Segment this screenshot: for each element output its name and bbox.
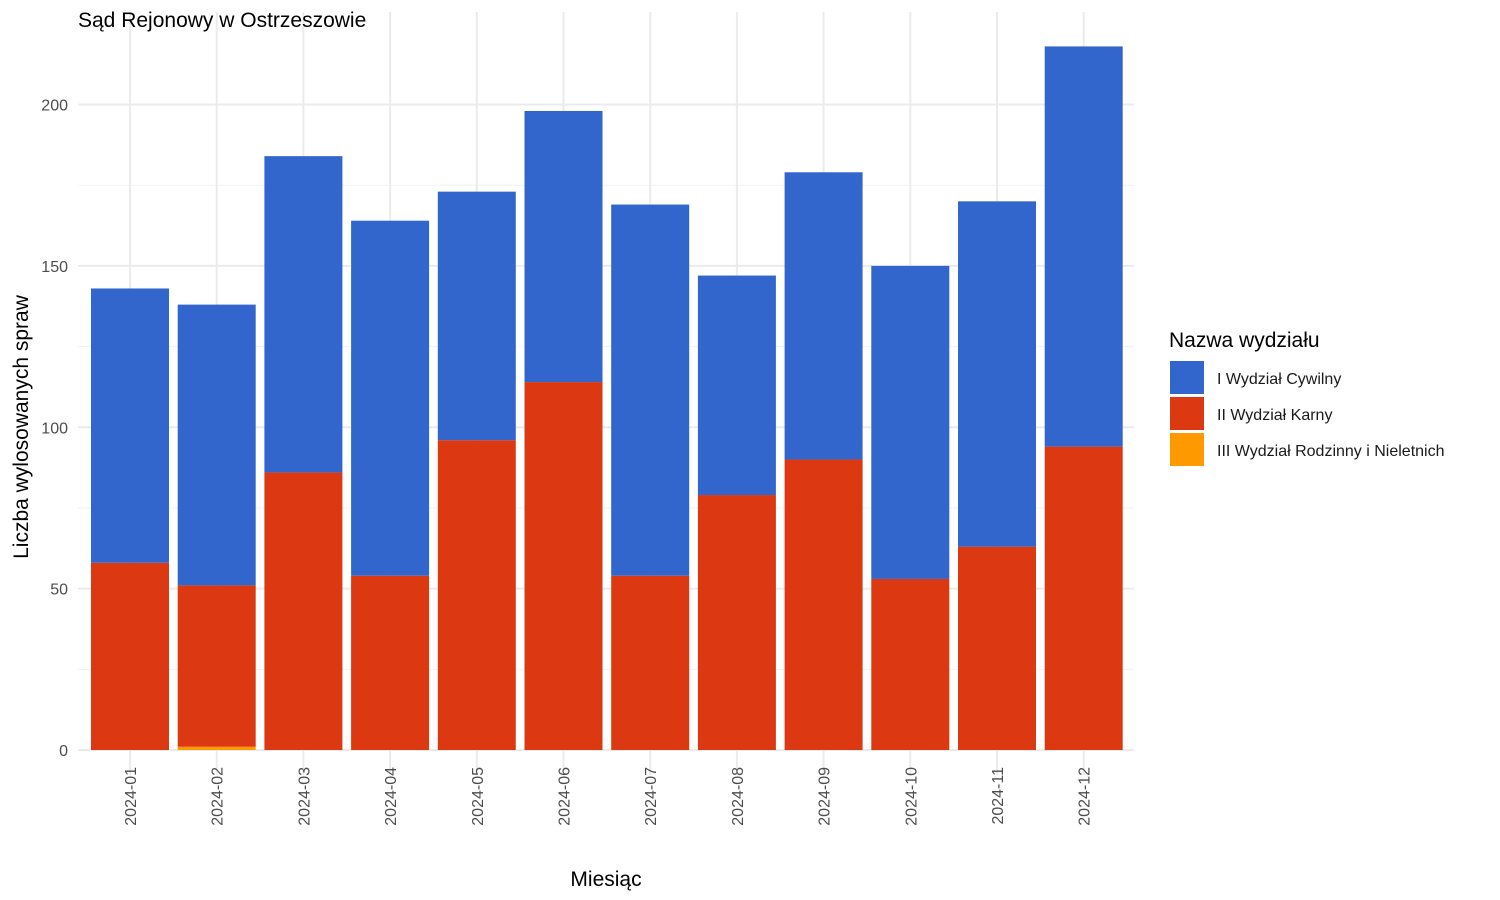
y-tick-label: 50 bbox=[50, 582, 68, 599]
x-axis-title: Miesiąc bbox=[570, 868, 641, 891]
y-tick-label: 200 bbox=[41, 98, 68, 115]
y-tick-label: 100 bbox=[41, 420, 68, 437]
bar-segment bbox=[871, 578, 950, 750]
bar-segment bbox=[437, 191, 516, 441]
x-tick-label: 2024-07 bbox=[643, 767, 660, 826]
bar-segment bbox=[697, 275, 776, 496]
bar-segment bbox=[784, 459, 863, 750]
bar-segment bbox=[177, 746, 256, 750]
legend-swatch bbox=[1170, 361, 1204, 394]
x-tick-label: 2024-11 bbox=[990, 767, 1007, 825]
x-tick-label: 2024-09 bbox=[817, 767, 834, 826]
legend-swatch bbox=[1170, 397, 1204, 430]
x-tick-label: 2024-08 bbox=[730, 767, 747, 826]
x-tick-label: 2024-03 bbox=[296, 767, 313, 826]
legend-swatch bbox=[1170, 433, 1204, 466]
bar-segment bbox=[177, 585, 256, 747]
bar-segment bbox=[611, 575, 690, 750]
x-tick-label: 2024-10 bbox=[903, 767, 920, 826]
chart-title: Sąd Rejonowy w Ostrzeszowie bbox=[78, 9, 366, 32]
x-axis-ticks: 2024-01 2024-02 2024-03 2024-04 2024-05 2024-… bbox=[123, 767, 1094, 826]
x-tick-label: 2024-05 bbox=[470, 767, 487, 826]
bar-segment bbox=[524, 382, 603, 750]
bar-segment bbox=[177, 304, 256, 586]
x-tick-label: 2024-06 bbox=[557, 767, 574, 826]
bar-segment bbox=[697, 495, 776, 750]
bar-segment bbox=[91, 288, 169, 563]
legend-title: Nazwa wydziału bbox=[1169, 329, 1320, 352]
y-axis-ticks: 0 50 100 150 200 bbox=[41, 98, 68, 761]
y-tick-label: 0 bbox=[59, 743, 68, 760]
legend-label: III Wydział Rodzinny i Nieletnich bbox=[1217, 443, 1445, 460]
bar-segment bbox=[871, 265, 950, 579]
bar-segment bbox=[264, 472, 343, 750]
x-tick-label: 2024-12 bbox=[1077, 767, 1094, 826]
x-tick-label: 2024-01 bbox=[123, 767, 140, 826]
y-tick-label: 150 bbox=[41, 259, 68, 276]
x-tick-label: 2024-02 bbox=[210, 767, 227, 826]
bar-segment bbox=[958, 546, 1036, 750]
bar-segment bbox=[351, 220, 430, 576]
bar-segment bbox=[437, 440, 516, 750]
bar-segment bbox=[91, 562, 169, 750]
bar-segment bbox=[784, 172, 863, 460]
bar-segment bbox=[524, 110, 603, 383]
bar-segment bbox=[1044, 446, 1123, 750]
bar-segment bbox=[958, 201, 1036, 547]
legend-label: I Wydział Cywilny bbox=[1217, 371, 1341, 388]
bar-segment bbox=[611, 204, 690, 576]
bar-segment bbox=[351, 575, 430, 750]
legend-label: II Wydział Karny bbox=[1217, 407, 1332, 424]
bar-segment bbox=[1044, 46, 1123, 447]
bars bbox=[91, 46, 1123, 750]
legend: Nazwa wydziału I Wydział Cywilny II Wydzi… bbox=[1169, 329, 1445, 466]
x-tick-label: 2024-04 bbox=[383, 767, 400, 826]
y-axis-title: Liczba wylosowanych spraw bbox=[10, 294, 33, 559]
bar-segment bbox=[264, 156, 343, 473]
